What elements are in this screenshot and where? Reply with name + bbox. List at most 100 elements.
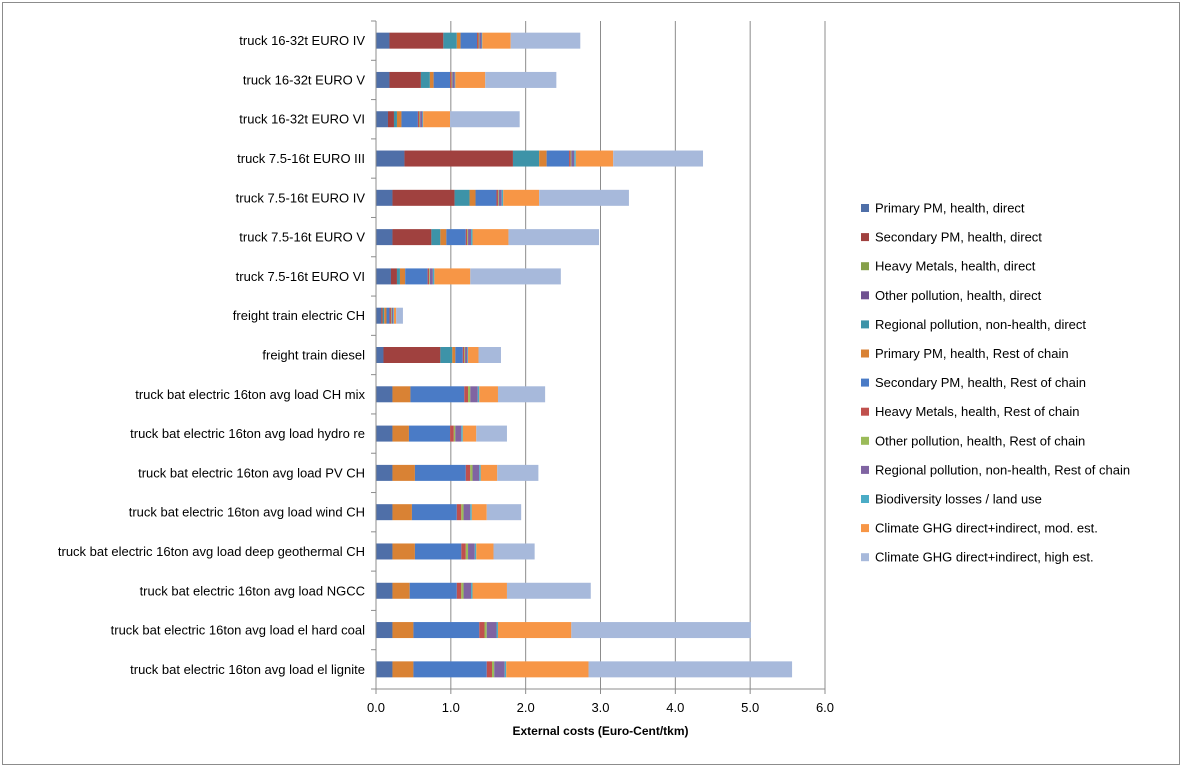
category-label: truck 16-32t EURO VI bbox=[239, 112, 365, 127]
bar-segment bbox=[462, 347, 465, 363]
legend-item: Secondary PM, health, direct bbox=[861, 230, 1042, 245]
bar-segment bbox=[496, 622, 498, 639]
category-label: freight train electric CH bbox=[233, 308, 365, 323]
category-label: truck bat electric 16ton avg load CH mix bbox=[135, 387, 365, 402]
bar-segment bbox=[396, 268, 400, 285]
bar-segment bbox=[420, 71, 430, 88]
x-tick-label: 3.0 bbox=[591, 700, 609, 715]
bar-segment bbox=[392, 464, 415, 481]
legend-item: Primary PM, health, Rest of chain bbox=[861, 346, 1069, 361]
bar-segment bbox=[392, 189, 455, 206]
bar-segment bbox=[414, 464, 466, 481]
bar-segment bbox=[391, 307, 394, 324]
bar-segment bbox=[455, 425, 462, 442]
legend-swatch bbox=[861, 495, 869, 503]
bar-segment bbox=[463, 504, 471, 521]
bar-segment bbox=[497, 386, 546, 403]
category-label: truck 7.5-16t EURO III bbox=[237, 151, 365, 166]
category-label: truck bat electric 16ton avg load PV CH bbox=[138, 465, 365, 480]
bar-segment bbox=[460, 32, 478, 49]
bar-segment bbox=[423, 111, 451, 128]
bar-segment bbox=[450, 111, 520, 128]
category-label: truck bat electric 16ton avg load deep g… bbox=[58, 544, 365, 559]
bar-segment bbox=[464, 386, 469, 403]
bar-segment bbox=[399, 268, 406, 285]
bar-segment bbox=[390, 307, 392, 324]
bar-segment bbox=[472, 229, 509, 246]
bar-segment bbox=[462, 425, 477, 442]
bar-segment bbox=[474, 543, 477, 560]
bar-segment bbox=[575, 150, 614, 167]
category-label: truck bat electric 16ton avg load el lig… bbox=[130, 662, 365, 677]
legend-label: Regional pollution, non-health, direct bbox=[875, 317, 1086, 332]
bar-segment bbox=[498, 189, 502, 206]
bar-segment bbox=[376, 661, 393, 678]
bar-segment bbox=[570, 150, 572, 167]
bar-segment bbox=[392, 425, 409, 442]
legend-item: Climate GHG direct+indirect, mod. est. bbox=[861, 521, 1098, 536]
bar-segment bbox=[470, 504, 472, 521]
legend-swatch bbox=[861, 524, 869, 533]
x-tick-labels: 0.0 1.0 2.0 3.0 4.0 5.0 6.0 bbox=[367, 700, 834, 715]
bar-segment bbox=[467, 347, 469, 363]
bar-segment bbox=[376, 347, 384, 363]
x-axis-label: External costs (Euro-Cent/tkm) bbox=[512, 724, 688, 738]
bar-segment bbox=[434, 268, 471, 285]
bar-segment bbox=[496, 189, 498, 206]
legend-item: Secondary PM, health, Rest of chain bbox=[861, 375, 1086, 390]
legend-swatch bbox=[861, 204, 869, 212]
bar-segment bbox=[381, 307, 383, 324]
category-label: truck 7.5-16t EURO VI bbox=[236, 269, 365, 284]
bar-segment bbox=[469, 189, 476, 206]
bar-segment bbox=[539, 150, 547, 167]
bar-segment bbox=[411, 504, 457, 521]
category-label: truck 7.5-16t EURO IV bbox=[236, 190, 366, 205]
bar-segment bbox=[484, 622, 487, 639]
bar-segment bbox=[468, 543, 475, 560]
category-labels: truck 16-32t EURO IV truck 16-32t EURO V t… bbox=[58, 33, 366, 677]
bar-segment bbox=[404, 150, 513, 167]
bar-segment bbox=[376, 268, 391, 285]
bar-segment bbox=[476, 543, 494, 560]
bar-segment bbox=[417, 111, 420, 128]
bar-segment bbox=[574, 150, 576, 167]
bar-segment bbox=[486, 661, 492, 678]
grid-lines bbox=[450, 21, 826, 689]
bar-segment bbox=[472, 464, 480, 481]
bar-segment bbox=[429, 268, 430, 285]
bar-segment bbox=[392, 622, 414, 639]
bar-segment bbox=[389, 32, 444, 49]
bar-segment bbox=[452, 71, 455, 88]
bar-segment bbox=[508, 229, 600, 246]
bar-segment bbox=[471, 582, 473, 599]
bar-segment bbox=[393, 307, 394, 324]
x-tick-label: 2.0 bbox=[517, 700, 535, 715]
x-tick-label: 1.0 bbox=[442, 700, 460, 715]
legend-item: Regional pollution, non-health, Rest of … bbox=[861, 462, 1130, 477]
bar-segment bbox=[486, 504, 522, 521]
legend-label: Other pollution, health, Rest of chain bbox=[875, 433, 1085, 448]
bar-segment bbox=[376, 150, 405, 167]
legend-swatch bbox=[861, 320, 869, 329]
bar-segment bbox=[420, 111, 423, 128]
bar-segment bbox=[440, 229, 447, 246]
bar-segment bbox=[376, 504, 393, 521]
legend-label: Primary PM, health, Rest of chain bbox=[875, 346, 1069, 361]
bar-segment bbox=[384, 307, 387, 324]
bar-segment bbox=[429, 268, 433, 285]
bar-segment bbox=[470, 464, 473, 481]
bar-segment bbox=[465, 464, 471, 481]
bar-segment bbox=[376, 464, 393, 481]
legend-swatch bbox=[861, 262, 869, 271]
legend-item: Other pollution, health, Rest of chain bbox=[861, 433, 1085, 448]
legend-label: Biodiversity losses / land use bbox=[875, 492, 1042, 507]
legend-label: Primary PM, health, direct bbox=[875, 201, 1025, 216]
legend-label: Regional pollution, non-health, Rest of … bbox=[875, 462, 1130, 477]
bar-segment bbox=[383, 347, 441, 363]
legend-item: Primary PM, health, direct bbox=[861, 201, 1025, 216]
bar-segment bbox=[410, 386, 465, 403]
bar-segment bbox=[376, 386, 393, 403]
bar-segment bbox=[467, 229, 469, 246]
bar-segment bbox=[456, 582, 462, 599]
